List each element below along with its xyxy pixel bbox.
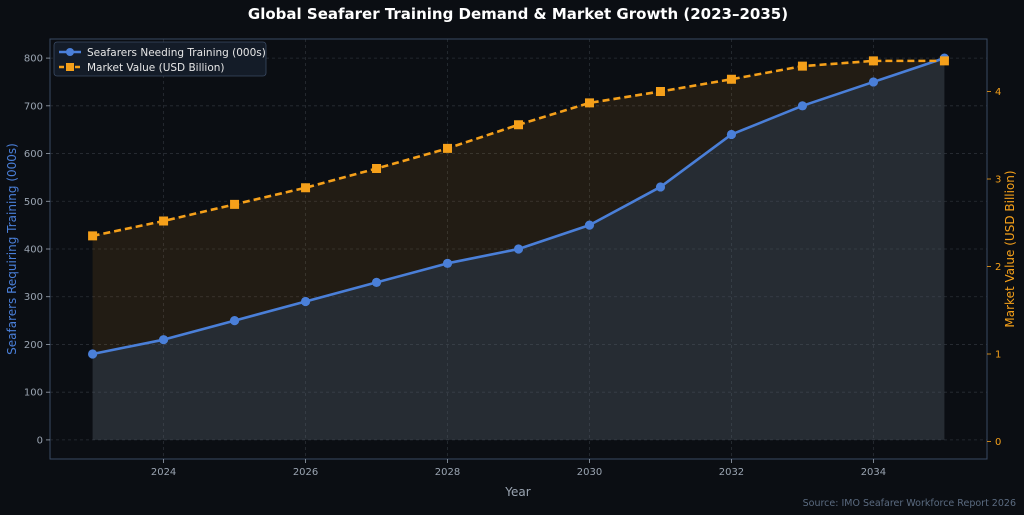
legend-marker-market	[66, 63, 74, 71]
x-tick-label: 2028	[435, 467, 460, 478]
point-market	[159, 216, 169, 226]
y-left-tick-label: 700	[24, 101, 43, 112]
y-right-tick-label: 4	[995, 87, 1001, 98]
point-training	[584, 220, 595, 230]
point-training	[300, 296, 311, 307]
point-training	[655, 182, 666, 192]
y-left-tick-label: 100	[24, 388, 43, 399]
y-right-axis-ticks: 0 1 2 3 4	[987, 87, 1001, 448]
y-left-tick-label: 600	[24, 149, 43, 160]
point-market	[372, 164, 382, 173]
legend-box	[53, 41, 267, 77]
y-right-tick-label: 3	[995, 175, 1001, 186]
point-market	[443, 143, 453, 153]
series-markers	[87, 53, 950, 359]
point-training	[87, 349, 98, 359]
x-tick-label: 2034	[861, 467, 886, 478]
legend-label-market: Market Value (USD Billion)	[87, 62, 225, 74]
point-training	[158, 335, 169, 345]
legend-marker-training	[66, 48, 74, 56]
source-note: Source: IMO Seafarer Workforce Report 20…	[803, 498, 1016, 509]
point-market	[797, 61, 807, 71]
point-market	[655, 87, 665, 96]
y-left-tick-label: 0	[37, 435, 43, 446]
y-right-axis-label: Market Value (USD Billion)	[1003, 170, 1017, 327]
x-axis-label: Year	[504, 485, 530, 499]
y-left-tick-label: 300	[24, 292, 43, 303]
y-left-tick-label: 200	[24, 340, 43, 351]
y-left-axis-ticks: 0 100 200 300 400 500 600 700 800	[24, 54, 50, 446]
legend: Seafarers Needing Training (000s) Market…	[53, 41, 267, 77]
legend-label-training: Seafarers Needing Training (000s)	[87, 47, 266, 59]
y-left-tick-label: 400	[24, 245, 43, 256]
point-training	[726, 129, 737, 140]
point-training	[513, 244, 524, 254]
point-training	[442, 258, 453, 268]
x-tick-label: 2032	[719, 467, 744, 478]
x-tick-label: 2030	[577, 467, 602, 478]
point-training	[371, 277, 382, 288]
point-market	[230, 199, 240, 209]
point-training	[797, 101, 808, 111]
x-axis-ticks: 2024 2026 2028 2030 2032 2034	[151, 459, 886, 478]
y-left-tick-label: 500	[24, 197, 43, 208]
y-right-tick-label: 0	[995, 437, 1001, 448]
y-left-tick-label: 800	[24, 54, 43, 65]
point-market	[514, 120, 523, 130]
point-training	[868, 77, 879, 87]
y-left-axis-label: Seafarers Requiring Training (000s)	[5, 143, 19, 355]
point-market	[88, 231, 98, 241]
point-market	[584, 98, 594, 108]
point-market	[868, 56, 878, 66]
point-market	[726, 74, 736, 84]
point-training	[229, 315, 240, 326]
point-market	[939, 56, 949, 66]
y-right-tick-label: 1	[995, 350, 1001, 361]
chart-title: Global Seafarer Training Demand & Market…	[248, 5, 788, 23]
x-tick-label: 2024	[151, 467, 176, 478]
x-tick-label: 2026	[293, 467, 318, 478]
y-right-tick-label: 2	[995, 262, 1001, 273]
point-market	[301, 183, 311, 193]
